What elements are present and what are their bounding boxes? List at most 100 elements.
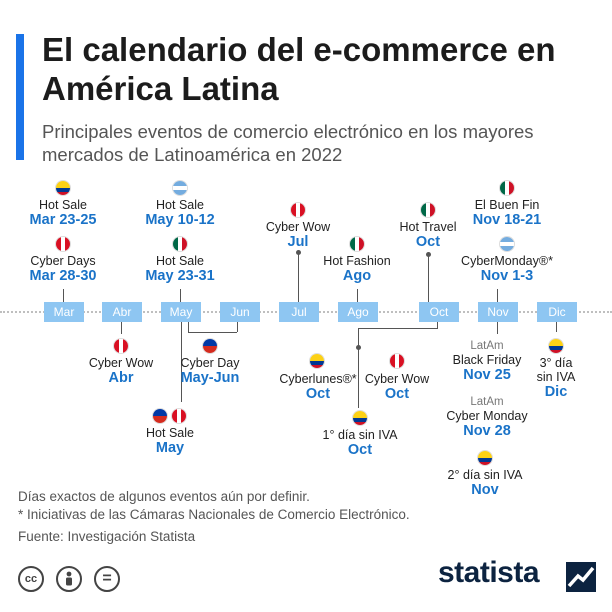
event-hot-travel: Hot Travel Oct [373, 220, 483, 251]
connector [497, 322, 498, 334]
connector-dot [426, 252, 431, 257]
event-region: LatAm [470, 396, 504, 408]
event-label: Cyber Wow [265, 220, 331, 234]
statista-wave-icon [567, 566, 595, 588]
event-date: Nov [471, 482, 499, 498]
event-cyber-day: Cyber Day May-Jun [155, 356, 265, 387]
connector [188, 322, 189, 332]
event-label: El Buen Fin [474, 198, 540, 212]
event-dia-sin-iva-1: 1° día sin IVA Oct [305, 428, 415, 459]
event-date: Nov 28 [463, 423, 511, 439]
argentina-flag-icon [499, 236, 515, 252]
event-label: Hot Fashion [323, 254, 391, 268]
event-date: May-Jun [180, 370, 240, 386]
attribution-icon[interactable] [56, 566, 82, 592]
event-date: Jul [287, 234, 309, 250]
event-hot-fashion: Hot Fashion Ago [302, 254, 412, 285]
event-label: sin IVA [536, 370, 576, 384]
connector [180, 289, 181, 302]
event-label: Hot Travel [399, 220, 457, 234]
month-ago: Ago [338, 302, 378, 322]
event-label: Cyberlunes®* [279, 372, 357, 386]
event-dia-sin-iva-3: 3° día sin IVA Dic [501, 356, 611, 401]
connector [63, 289, 64, 302]
connector [181, 322, 182, 402]
month-oct: Oct [419, 302, 459, 322]
event-label: Black Friday [452, 353, 522, 367]
connector [556, 322, 557, 332]
connector [237, 322, 238, 332]
event-label: Cyber Wow [364, 372, 430, 386]
mexico-flag-icon [499, 180, 515, 196]
month-jul: Jul [279, 302, 319, 322]
colombia-flag-icon [309, 353, 325, 369]
colombia-flag-icon [548, 338, 564, 354]
connector [188, 332, 237, 333]
argentina-flag-icon [172, 180, 188, 196]
accent-bar [16, 34, 24, 160]
statista-logo[interactable]: statista [438, 556, 540, 589]
connector [428, 254, 429, 302]
event-hot-sale-may-ar: Hot Sale May 10-12 [125, 198, 235, 229]
event-cybermonday-ar: CyberMonday®* Nov 1-3 [452, 254, 562, 285]
event-label: Cyber Monday [446, 409, 528, 423]
event-hot-sale-may-mx: Hot Sale May 23-31 [125, 254, 235, 285]
cc-license-icon[interactable]: cc [18, 566, 44, 592]
mexico-flag-icon [349, 236, 365, 252]
event-cyber-days: Cyber Days Mar 28-30 [8, 254, 118, 285]
page-subtitle: Principales eventos de comercio electrón… [42, 121, 534, 165]
month-nov: Nov [478, 302, 518, 322]
connector [437, 322, 438, 328]
event-date: Oct [384, 386, 410, 402]
event-region: LatAm [470, 340, 504, 352]
footnote-dates: Días exactos de algunos eventos aún por … [18, 489, 310, 504]
peru-flag-icon [290, 202, 306, 218]
event-date: Nov 1-3 [480, 268, 534, 284]
event-date: Ago [342, 268, 372, 284]
source-note: Fuente: Investigación Statista [18, 529, 196, 544]
chile-flag-icon [202, 338, 218, 354]
event-dia-sin-iva-2: 2° día sin IVA Nov [430, 468, 540, 499]
event-cyber-wow-abr: Cyber Wow Abr [66, 356, 176, 387]
event-label: Hot Sale [39, 198, 87, 212]
event-label: 1° día sin IVA [322, 428, 398, 442]
event-label: Cyber Day [180, 356, 240, 370]
footnote-initiatives: * Iniciativas de las Cámaras Nacionales … [18, 507, 410, 522]
event-cyber-monday-latam: LatAm Cyber Monday Nov 28 [432, 396, 542, 440]
event-date: Dic [544, 384, 568, 400]
month-abr: Abr [102, 302, 142, 322]
event-date: Mar 28-30 [29, 268, 97, 284]
event-label: 2° día sin IVA [447, 468, 523, 482]
event-hot-sale-mar: Hot Sale Mar 23-25 [8, 198, 118, 229]
person-icon [66, 571, 72, 586]
event-label: 3° día [539, 356, 573, 370]
connector [497, 289, 498, 302]
statista-logo-mark [566, 562, 596, 592]
event-date: Nov 25 [463, 367, 511, 383]
event-date: Oct [415, 234, 441, 250]
event-date: Mar 23-25 [29, 212, 97, 228]
month-dic: Dic [537, 302, 577, 322]
event-hot-sale-may-bottom: Hot Sale May [115, 426, 225, 457]
connector [357, 289, 358, 302]
event-label: Cyber Wow [88, 356, 154, 370]
colombia-flag-icon [477, 450, 493, 466]
event-label: CyberMonday®* [461, 254, 553, 268]
event-label: Hot Sale [156, 254, 204, 268]
connector [121, 322, 122, 334]
mexico-flag-icon [420, 202, 436, 218]
event-date: May 10-12 [145, 212, 215, 228]
no-derivatives-icon[interactable]: = [94, 566, 120, 592]
event-date: Nov 18-21 [472, 212, 542, 228]
connector [298, 252, 299, 302]
connector [358, 328, 359, 408]
colombia-flag-icon [55, 180, 71, 196]
colombia-flag-icon [352, 410, 368, 426]
chile-flag-icon [152, 408, 168, 424]
peru-flag-icon [55, 236, 71, 252]
connector [358, 328, 438, 329]
connector-dot [356, 345, 361, 350]
event-label: Hot Sale [146, 426, 194, 440]
event-black-friday: LatAm Black Friday Nov 25 [432, 340, 542, 384]
event-date: Oct [347, 442, 373, 458]
